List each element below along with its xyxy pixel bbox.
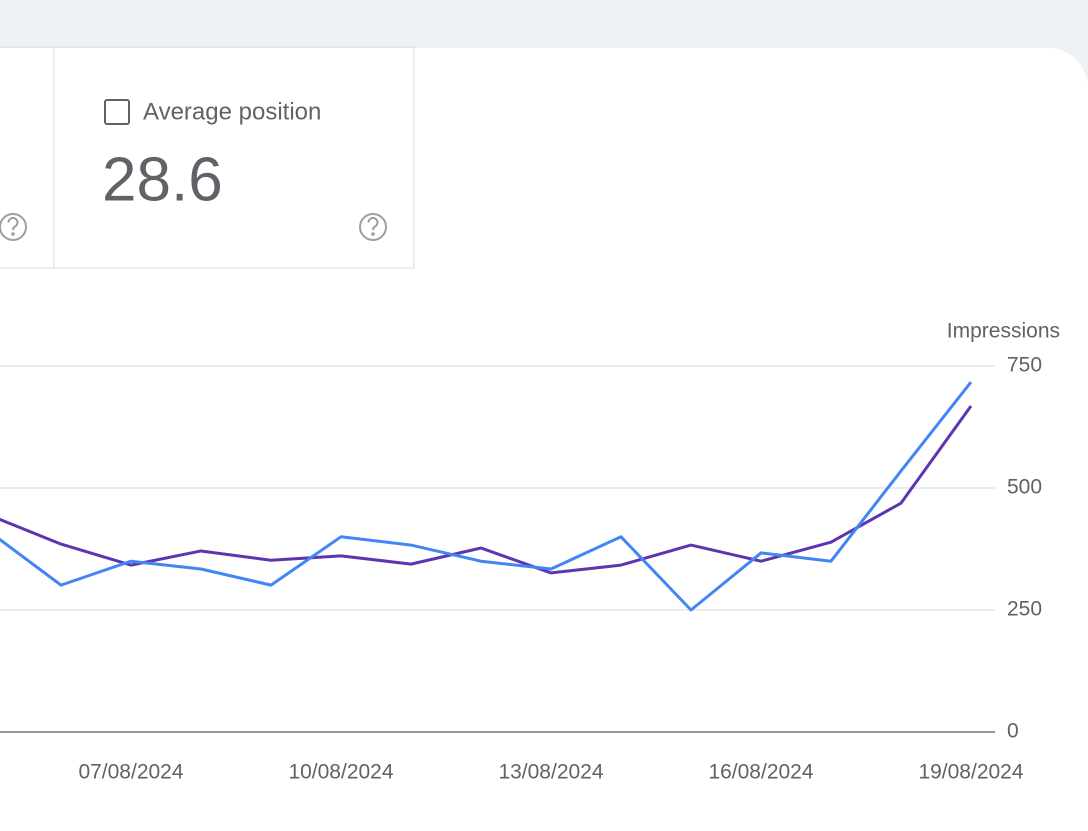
- y-tick-label: 0: [1007, 720, 1019, 743]
- x-tick-label: 13/08/2024: [498, 761, 603, 784]
- metric-value: 28.6: [102, 145, 223, 214]
- y-tick-label: 500: [1007, 476, 1042, 499]
- x-tick-label: 10/08/2024: [288, 761, 393, 784]
- help-icon[interactable]: [0, 213, 27, 241]
- y-tick-label: 250: [1007, 598, 1042, 621]
- x-tick-label: 07/08/2024: [78, 761, 183, 784]
- metric-label: Average position: [143, 98, 321, 125]
- plot-area: [0, 381, 973, 612]
- checkbox[interactable]: [104, 99, 130, 125]
- metric-card[interactable]: [53, 46, 415, 269]
- series-line: [0, 381, 973, 612]
- y-axis-label: Impressions: [947, 320, 1060, 343]
- card-background: [0, 48, 1088, 831]
- y-tick-label: 750: [1007, 354, 1042, 377]
- x-tick-label: 16/08/2024: [708, 761, 813, 784]
- help-icon[interactable]: [359, 213, 387, 241]
- x-tick-label: 19/08/2024: [918, 761, 1023, 784]
- series-line: [0, 405, 973, 575]
